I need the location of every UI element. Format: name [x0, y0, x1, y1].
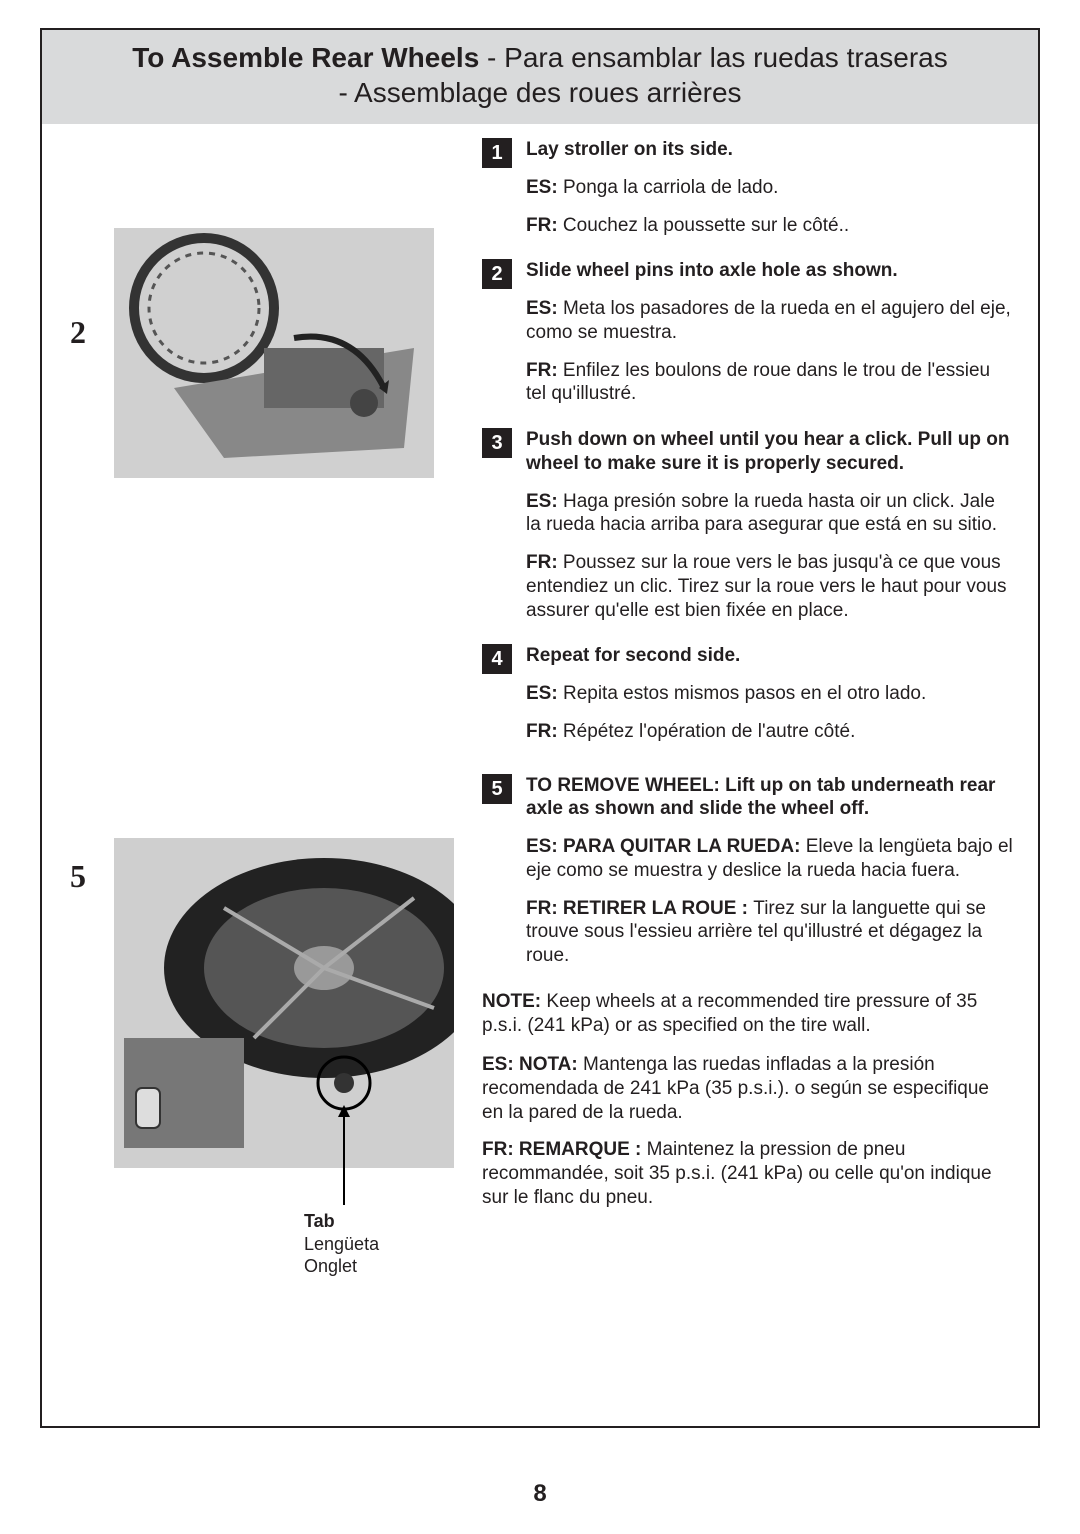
step-1-en: Lay stroller on its side. [526, 138, 1014, 162]
step-3: 3 Push down on wheel until you hear a cl… [482, 428, 1014, 622]
note-fr: FR: REMARQUE : Maintenez la pression de … [482, 1138, 1014, 1209]
step-4-fr: FR: Répétez l'opération de l'autre côté. [526, 720, 1014, 744]
step-1-badge: 1 [482, 138, 512, 168]
note-es: ES: NOTA: Mantenga las ruedas infladas a… [482, 1053, 1014, 1124]
step-5-es: ES: PARA QUITAR LA RUEDA: Eleve la lengü… [526, 835, 1014, 883]
header-title-es: Para ensamblar las ruedas traseras [504, 42, 948, 73]
body: 2 5 [42, 124, 1038, 1430]
step-2: 2 Slide wheel pins into axle hole as sho… [482, 259, 1014, 406]
header-title-en: To Assemble Rear Wheels [132, 42, 479, 73]
tab-caption-en: Tab [304, 1211, 335, 1231]
tab-caption-es: Lengüeta [304, 1234, 379, 1254]
tab-caption-fr: Onglet [304, 1256, 357, 1276]
step-3-es: ES: Haga presión sobre la rueda hasta oi… [526, 490, 1014, 538]
step-4-badge: 4 [482, 644, 512, 674]
note-en: NOTE: Keep wheels at a recommended tire … [482, 990, 1014, 1039]
header-sep-2: - [338, 77, 354, 108]
step-2-en: Slide wheel pins into axle hole as shown… [526, 259, 1014, 283]
step-4-en: Repeat for second side. [526, 644, 1014, 668]
step-5-en: TO REMOVE WHEEL: Lift up on tab undernea… [526, 774, 1014, 822]
step-5-fr: FR: RETIRER LA ROUE : Tirez sur la langu… [526, 897, 1014, 968]
section-header: To Assemble Rear Wheels - Para ensamblar… [42, 30, 1038, 124]
content-frame: To Assemble Rear Wheels - Para ensamblar… [40, 28, 1040, 1428]
figure-column: 2 5 [64, 138, 464, 1444]
header-sep-1: - [479, 42, 504, 73]
step-3-en: Push down on wheel until you hear a clic… [526, 428, 1014, 476]
step-2-badge: 2 [482, 259, 512, 289]
step-4-es: ES: Repita estos mismos pasos en el otro… [526, 682, 1014, 706]
figure-2-image [114, 228, 434, 478]
header-title-fr: Assemblage des roues arrières [354, 77, 742, 108]
step-1: 1 Lay stroller on its side. ES: Ponga la… [482, 138, 1014, 237]
figure-5-image [114, 838, 454, 1168]
tab-caption: Tab Lengüeta Onglet [304, 1210, 379, 1278]
figure-5-label: 5 [70, 858, 86, 895]
step-1-fr: FR: Couchez la poussette sur le côté.. [526, 214, 1014, 238]
figure-2-svg [114, 228, 434, 478]
figure-5-svg [114, 838, 454, 1168]
step-5-badge: 5 [482, 774, 512, 804]
figure-2-label: 2 [70, 314, 86, 351]
step-1-es: ES: Ponga la carriola de lado. [526, 176, 1014, 200]
step-4: 4 Repeat for second side. ES: Repita est… [482, 644, 1014, 743]
note-block: NOTE: Keep wheels at a recommended tire … [482, 990, 1014, 1210]
step-2-es: ES: Meta los pasadores de la rueda en el… [526, 297, 1014, 345]
page-number: 8 [0, 1480, 1080, 1508]
instruction-column: 1 Lay stroller on its side. ES: Ponga la… [482, 138, 1014, 1232]
page: To Assemble Rear Wheels - Para ensamblar… [0, 0, 1080, 1534]
gap [482, 766, 1014, 774]
step-3-fr: FR: Poussez sur la roue vers le bas jusq… [526, 551, 1014, 622]
tab-arrow [343, 1115, 345, 1205]
step-3-badge: 3 [482, 428, 512, 458]
step-5: 5 TO REMOVE WHEEL: Lift up on tab undern… [482, 774, 1014, 968]
step-2-fr: FR: Enfilez les boulons de roue dans le … [526, 359, 1014, 407]
